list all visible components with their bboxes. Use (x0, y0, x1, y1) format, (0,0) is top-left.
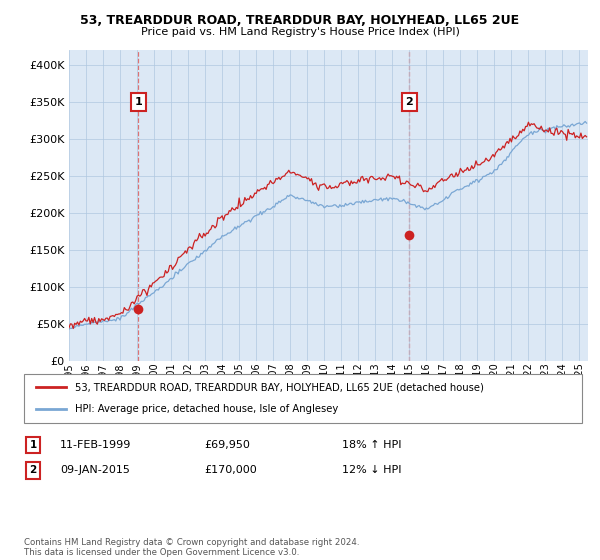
Text: 09-JAN-2015: 09-JAN-2015 (60, 465, 130, 475)
Text: £69,950: £69,950 (204, 440, 250, 450)
Text: HPI: Average price, detached house, Isle of Anglesey: HPI: Average price, detached house, Isle… (75, 404, 338, 414)
Text: 1: 1 (29, 440, 37, 450)
Text: 53, TREARDDUR ROAD, TREARDDUR BAY, HOLYHEAD, LL65 2UE (detached house): 53, TREARDDUR ROAD, TREARDDUR BAY, HOLYH… (75, 382, 484, 393)
Text: 53, TREARDDUR ROAD, TREARDDUR BAY, HOLYHEAD, LL65 2UE: 53, TREARDDUR ROAD, TREARDDUR BAY, HOLYH… (80, 14, 520, 27)
Text: £170,000: £170,000 (204, 465, 257, 475)
Text: 2: 2 (29, 465, 37, 475)
Text: 11-FEB-1999: 11-FEB-1999 (60, 440, 131, 450)
Text: 2: 2 (406, 97, 413, 107)
Text: Price paid vs. HM Land Registry's House Price Index (HPI): Price paid vs. HM Land Registry's House … (140, 27, 460, 37)
Text: 18% ↑ HPI: 18% ↑ HPI (342, 440, 401, 450)
Text: 12% ↓ HPI: 12% ↓ HPI (342, 465, 401, 475)
Text: 1: 1 (134, 97, 142, 107)
Text: Contains HM Land Registry data © Crown copyright and database right 2024.
This d: Contains HM Land Registry data © Crown c… (24, 538, 359, 557)
